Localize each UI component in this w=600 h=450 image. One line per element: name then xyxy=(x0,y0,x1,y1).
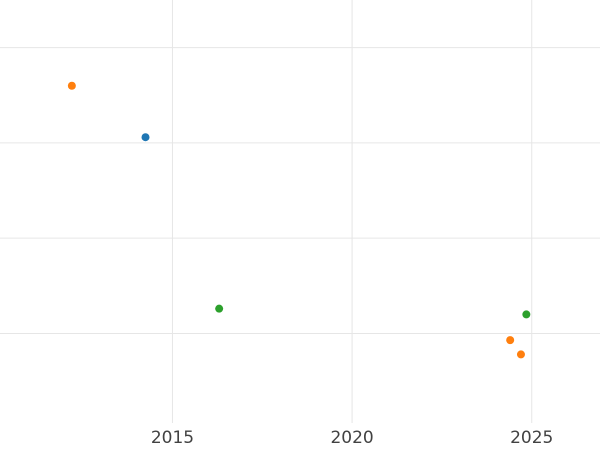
data-point-green xyxy=(522,310,531,319)
data-point-blue xyxy=(141,133,150,142)
x-tick-label: 2015 xyxy=(151,428,194,448)
x-tick-label: 2025 xyxy=(510,428,553,448)
data-point-orange xyxy=(516,350,525,359)
x-tick-label: 2020 xyxy=(330,428,373,448)
data-point-orange xyxy=(67,81,76,90)
data-point-orange xyxy=(506,336,515,345)
data-point-green xyxy=(215,304,224,313)
